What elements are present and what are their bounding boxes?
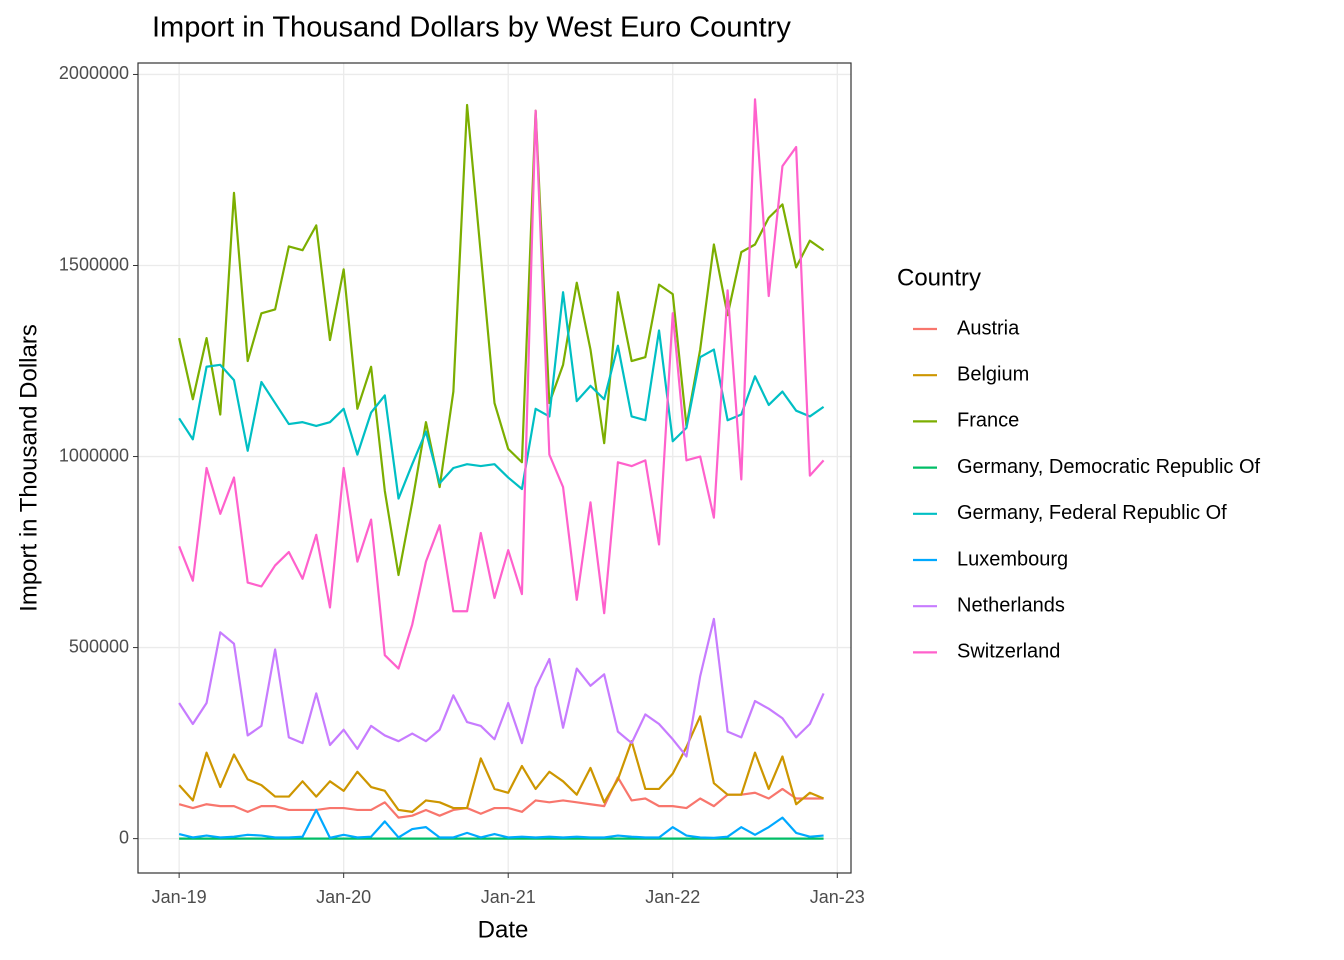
legend-label: Belgium (957, 363, 1029, 385)
legend-label: Luxembourg (957, 548, 1068, 570)
legend-label: Germany, Federal Republic Of (957, 502, 1227, 524)
x-tick-label: Jan-19 (152, 887, 207, 907)
y-axis-title: Import in Thousand Dollars (15, 324, 42, 612)
legend-label: Austria (957, 317, 1020, 339)
y-tick-label: 1500000 (59, 254, 129, 274)
lines (178, 98, 825, 840)
x-tick-label: Jan-20 (316, 887, 371, 907)
legend-title: Country (897, 264, 981, 291)
grid (138, 63, 851, 873)
y-tick-label: 500000 (69, 636, 129, 656)
series-line (178, 808, 824, 839)
chart-title: Import in Thousand Dollars by West Euro … (152, 12, 791, 44)
x-axis-title: Date (478, 916, 529, 943)
series-line (178, 98, 825, 670)
series-line (178, 776, 824, 819)
x-tick-label: Jan-22 (645, 887, 700, 907)
series-line (178, 291, 825, 500)
legend-label: Netherlands (957, 594, 1065, 616)
x-tick-label: Jan-21 (481, 887, 536, 907)
y-tick-label: 2000000 (59, 63, 129, 83)
series-line (178, 103, 825, 577)
legend: Austria Belgium France Germany, Democratic … (913, 317, 1261, 663)
legend-label: France (957, 410, 1019, 432)
y-tick-label: 0 (119, 827, 129, 847)
legend-label: Switzerland (957, 641, 1060, 663)
plot-panel (138, 63, 851, 873)
legend-label: Germany, Democratic Republic Of (957, 456, 1261, 478)
y-tick-label: 1000000 (59, 445, 129, 465)
series-line (178, 617, 825, 758)
series-line (178, 715, 825, 813)
panel-border (137, 62, 852, 874)
x-tick-label: Jan-23 (810, 887, 865, 907)
